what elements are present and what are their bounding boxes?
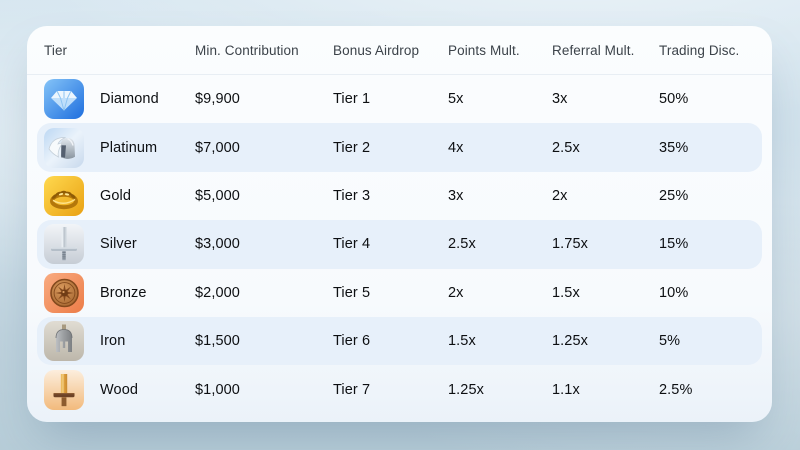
- table-row: Gold $5,000 Tier 3 3x 2x 25%: [37, 172, 762, 220]
- referral-mult-value: 2.5x: [552, 139, 580, 156]
- bonus-airdrop-value: Tier 2: [333, 139, 371, 156]
- points-mult-value: 2x: [448, 284, 464, 301]
- tier-name: Platinum: [100, 139, 158, 156]
- table-body: Diamond $9,900 Tier 1 5x 3x 50% Platinum…: [27, 75, 772, 414]
- trading-disc-value: 50%: [659, 91, 689, 108]
- referral-mult-value: 1.5x: [552, 284, 580, 301]
- tier-cell: Bronze: [44, 272, 195, 313]
- wooden-sword-icon: [44, 369, 84, 410]
- tier-name: Diamond: [100, 91, 159, 108]
- points-mult-value: 5x: [448, 91, 464, 108]
- table-row: Silver $3,000 Tier 4 2.5x 1.75x 15%: [37, 220, 762, 269]
- tier-cell: Wood: [44, 369, 195, 410]
- trading-disc-value: 25%: [659, 187, 689, 204]
- points-mult-value: 3x: [448, 187, 464, 204]
- winged-helmet-icon: [44, 127, 84, 168]
- referral-mult-value: 2x: [552, 187, 568, 204]
- trading-disc-value: 35%: [659, 139, 689, 156]
- min-contribution-value: $7,000: [195, 139, 240, 156]
- bonus-airdrop-value: Tier 7: [333, 381, 371, 398]
- table-header-row: Tier Min. Contribution Bonus Airdrop Poi…: [27, 26, 772, 74]
- points-mult-value: 4x: [448, 139, 464, 156]
- trading-disc-value: 10%: [659, 284, 689, 301]
- column-header-points-mult: Points Mult.: [448, 42, 520, 58]
- tier-name: Gold: [100, 187, 132, 204]
- referral-mult-value: 1.25x: [552, 333, 588, 350]
- column-header-min-contribution: Min. Contribution: [195, 42, 299, 58]
- table-row: Bronze $2,000 Tier 5 2x 1.5x 10%: [37, 269, 762, 317]
- column-header-referral-mult: Referral Mult.: [552, 42, 635, 58]
- trading-disc-value: 5%: [659, 333, 681, 350]
- tier-cell: Gold: [44, 175, 195, 216]
- bonus-airdrop-value: Tier 1: [333, 91, 371, 108]
- silver-sword-icon: [44, 224, 84, 265]
- trading-disc-value: 2.5%: [659, 381, 693, 398]
- min-contribution-value: $9,900: [195, 91, 240, 108]
- tier-name: Silver: [100, 236, 137, 253]
- min-contribution-value: $5,000: [195, 187, 240, 204]
- referral-mult-value: 3x: [552, 91, 568, 108]
- min-contribution-value: $3,000: [195, 236, 240, 253]
- column-header-tier: Tier: [44, 42, 68, 58]
- tier-table-card: Tier Min. Contribution Bonus Airdrop Poi…: [27, 26, 772, 422]
- table-row: Wood $1,000 Tier 7 1.25x 1.1x 2.5%: [37, 365, 762, 413]
- diamond-gem-icon: [44, 79, 84, 120]
- bonus-airdrop-value: Tier 6: [333, 333, 371, 350]
- min-contribution-value: $1,000: [195, 381, 240, 398]
- column-header-trading-disc: Trading Disc.: [659, 42, 740, 58]
- points-mult-value: 2.5x: [448, 236, 476, 253]
- table-row: Diamond $9,900 Tier 1 5x 3x 50%: [37, 75, 762, 123]
- tier-cell: Platinum: [44, 127, 195, 168]
- tier-name: Iron: [100, 333, 126, 350]
- tier-cell: Iron: [44, 321, 195, 362]
- bonus-airdrop-value: Tier 3: [333, 187, 371, 204]
- tier-name: Wood: [100, 381, 139, 398]
- iron-helmet-icon: [44, 321, 84, 362]
- bonus-airdrop-value: Tier 5: [333, 284, 371, 301]
- bronze-shield-icon: [44, 272, 84, 313]
- header-separator: [27, 74, 772, 75]
- table-row: Platinum $7,000 Tier 2 4x 2.5x 35%: [37, 123, 762, 172]
- tier-cell: Diamond: [44, 79, 195, 120]
- referral-mult-value: 1.1x: [552, 381, 580, 398]
- bonus-airdrop-value: Tier 4: [333, 236, 371, 253]
- table-row: Iron $1,500 Tier 6 1.5x 1.25x 5%: [37, 316, 762, 366]
- laurel-wreath-icon: [44, 175, 84, 216]
- points-mult-value: 1.5x: [448, 333, 476, 350]
- tier-name: Bronze: [100, 284, 147, 301]
- min-contribution-value: $1,500: [195, 333, 240, 350]
- points-mult-value: 1.25x: [448, 381, 484, 398]
- tier-cell: Silver: [44, 224, 195, 265]
- min-contribution-value: $2,000: [195, 284, 240, 301]
- referral-mult-value: 1.75x: [552, 236, 588, 253]
- trading-disc-value: 15%: [659, 236, 689, 253]
- column-header-bonus-airdrop: Bonus Airdrop: [333, 42, 420, 58]
